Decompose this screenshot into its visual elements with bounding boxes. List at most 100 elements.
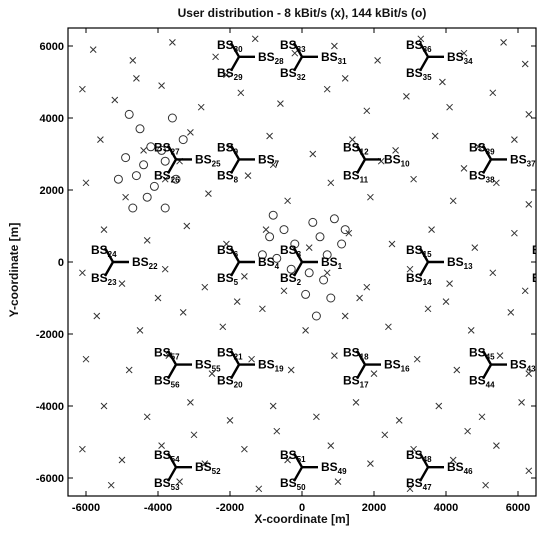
base-station-label: BS56	[154, 374, 180, 390]
base-station-site	[229, 144, 255, 174]
user-8kbit-marker	[226, 417, 234, 424]
chart-title: User distribution - 8 kBit/s (x), 144 kB…	[177, 6, 427, 20]
user-8kbit-marker	[205, 190, 212, 197]
user-8kbit-marker	[259, 305, 266, 313]
user-8kbit-marker	[309, 150, 317, 158]
user-8kbit-marker	[233, 298, 241, 305]
user-144kbit-marker	[131, 171, 141, 181]
user-8kbit-marker	[435, 402, 443, 410]
user-8kbit-marker	[327, 179, 335, 187]
user-8kbit-marker	[406, 265, 414, 273]
user-8kbit-marker	[179, 309, 187, 316]
user-8kbit-marker	[273, 427, 281, 435]
base-station-label: BS36	[406, 38, 432, 54]
user-8kbit-marker	[158, 82, 165, 89]
user-8kbit-marker	[82, 355, 90, 363]
user-144kbit-marker	[279, 225, 289, 235]
user-8kbit-marker	[125, 366, 133, 374]
user-144kbit-marker	[329, 214, 339, 224]
x-axis-label: X-coordinate [m]	[254, 512, 350, 526]
user-8kbit-marker	[212, 53, 219, 61]
user-8kbit-marker	[201, 283, 209, 291]
user-8kbit-marker	[187, 129, 194, 136]
user-8kbit-marker	[489, 269, 497, 277]
user-8kbit-marker	[277, 100, 284, 107]
base-station-site	[481, 350, 507, 380]
user-8kbit-marker	[525, 467, 533, 475]
user-8kbit-marker	[183, 222, 191, 230]
user-8kbit-marker	[363, 107, 371, 115]
user-8kbit-marker	[305, 244, 313, 251]
user-8kbit-marker	[525, 201, 533, 208]
base-station-label: BS29	[217, 66, 243, 82]
base-station-site	[229, 247, 255, 277]
user-8kbit-marker	[223, 71, 230, 79]
user-8kbit-marker	[323, 85, 331, 93]
base-station-label: BS30	[217, 38, 243, 54]
x-tick-label: -6000	[72, 502, 100, 514]
base-station-site	[229, 42, 255, 72]
user-8kbit-marker	[511, 136, 518, 143]
user-144kbit-marker	[178, 135, 188, 145]
user-8kbit-marker	[269, 402, 277, 410]
base-station-label: BS49	[321, 460, 347, 476]
base-station-label: BS41	[532, 271, 539, 287]
user-144kbit-marker	[272, 253, 282, 263]
x-tick-label: 6000	[506, 502, 530, 514]
user-8kbit-marker	[255, 485, 263, 493]
user-8kbit-marker	[367, 460, 374, 467]
user-144kbit-marker	[257, 250, 267, 260]
user-8kbit-marker	[370, 370, 378, 377]
base-station-label: BS38	[469, 168, 495, 184]
user-8kbit-marker	[331, 352, 338, 359]
base-station-label: BS27	[154, 140, 180, 156]
base-station-label: BS24	[91, 243, 117, 259]
user-8kbit-marker	[417, 35, 425, 43]
user-8kbit-marker	[478, 413, 486, 421]
base-station-site	[418, 42, 444, 72]
base-station-site	[355, 350, 381, 380]
user-8kbit-marker	[363, 283, 371, 291]
base-station-label: BS4	[258, 255, 280, 271]
user-8kbit-marker	[201, 460, 209, 467]
user-144kbit-marker	[304, 268, 314, 278]
user-8kbit-marker	[284, 197, 291, 205]
base-station-label: BS31	[321, 50, 347, 66]
base-station-site	[166, 452, 192, 482]
base-station-label: BS45	[469, 346, 495, 362]
user-8kbit-marker	[143, 413, 151, 421]
y-tick-label: -2000	[36, 329, 64, 341]
base-station-label: BS34	[447, 50, 473, 66]
user-144kbit-marker	[160, 203, 170, 213]
base-station-site	[292, 42, 318, 72]
user-8kbit-marker	[460, 165, 468, 172]
base-station-label: BS17	[343, 374, 369, 390]
base-station-label: BS8	[217, 168, 239, 184]
user-8kbit-marker	[158, 442, 165, 449]
user-8kbit-marker	[187, 399, 194, 406]
base-station-label: BS52	[195, 460, 221, 476]
user-144kbit-marker	[139, 160, 149, 170]
base-station-label: BS57	[154, 346, 180, 362]
user-8kbit-marker	[140, 147, 147, 154]
base-station-site	[481, 144, 507, 174]
base-station-label: BS2	[280, 271, 302, 287]
base-station-label: BS39	[469, 140, 495, 156]
base-station-label: BS48	[406, 448, 432, 464]
base-station-site	[355, 144, 381, 174]
user-8kbit-marker	[133, 75, 140, 82]
user-8kbit-marker	[482, 481, 489, 489]
user-8kbit-marker	[507, 309, 515, 316]
user-8kbit-marker	[122, 193, 129, 201]
user-144kbit-marker	[121, 153, 131, 163]
base-station-label: BS44	[469, 374, 495, 390]
user-8kbit-marker	[219, 323, 227, 331]
user-144kbit-marker	[286, 264, 296, 274]
base-station-site	[166, 350, 192, 380]
base-station-label: BS55	[195, 358, 221, 374]
user-144kbit-marker	[124, 109, 134, 119]
base-station-site	[166, 144, 192, 174]
user-8kbit-marker	[100, 226, 108, 233]
base-station-label: BS21	[217, 346, 243, 362]
user-8kbit-marker	[367, 193, 374, 201]
